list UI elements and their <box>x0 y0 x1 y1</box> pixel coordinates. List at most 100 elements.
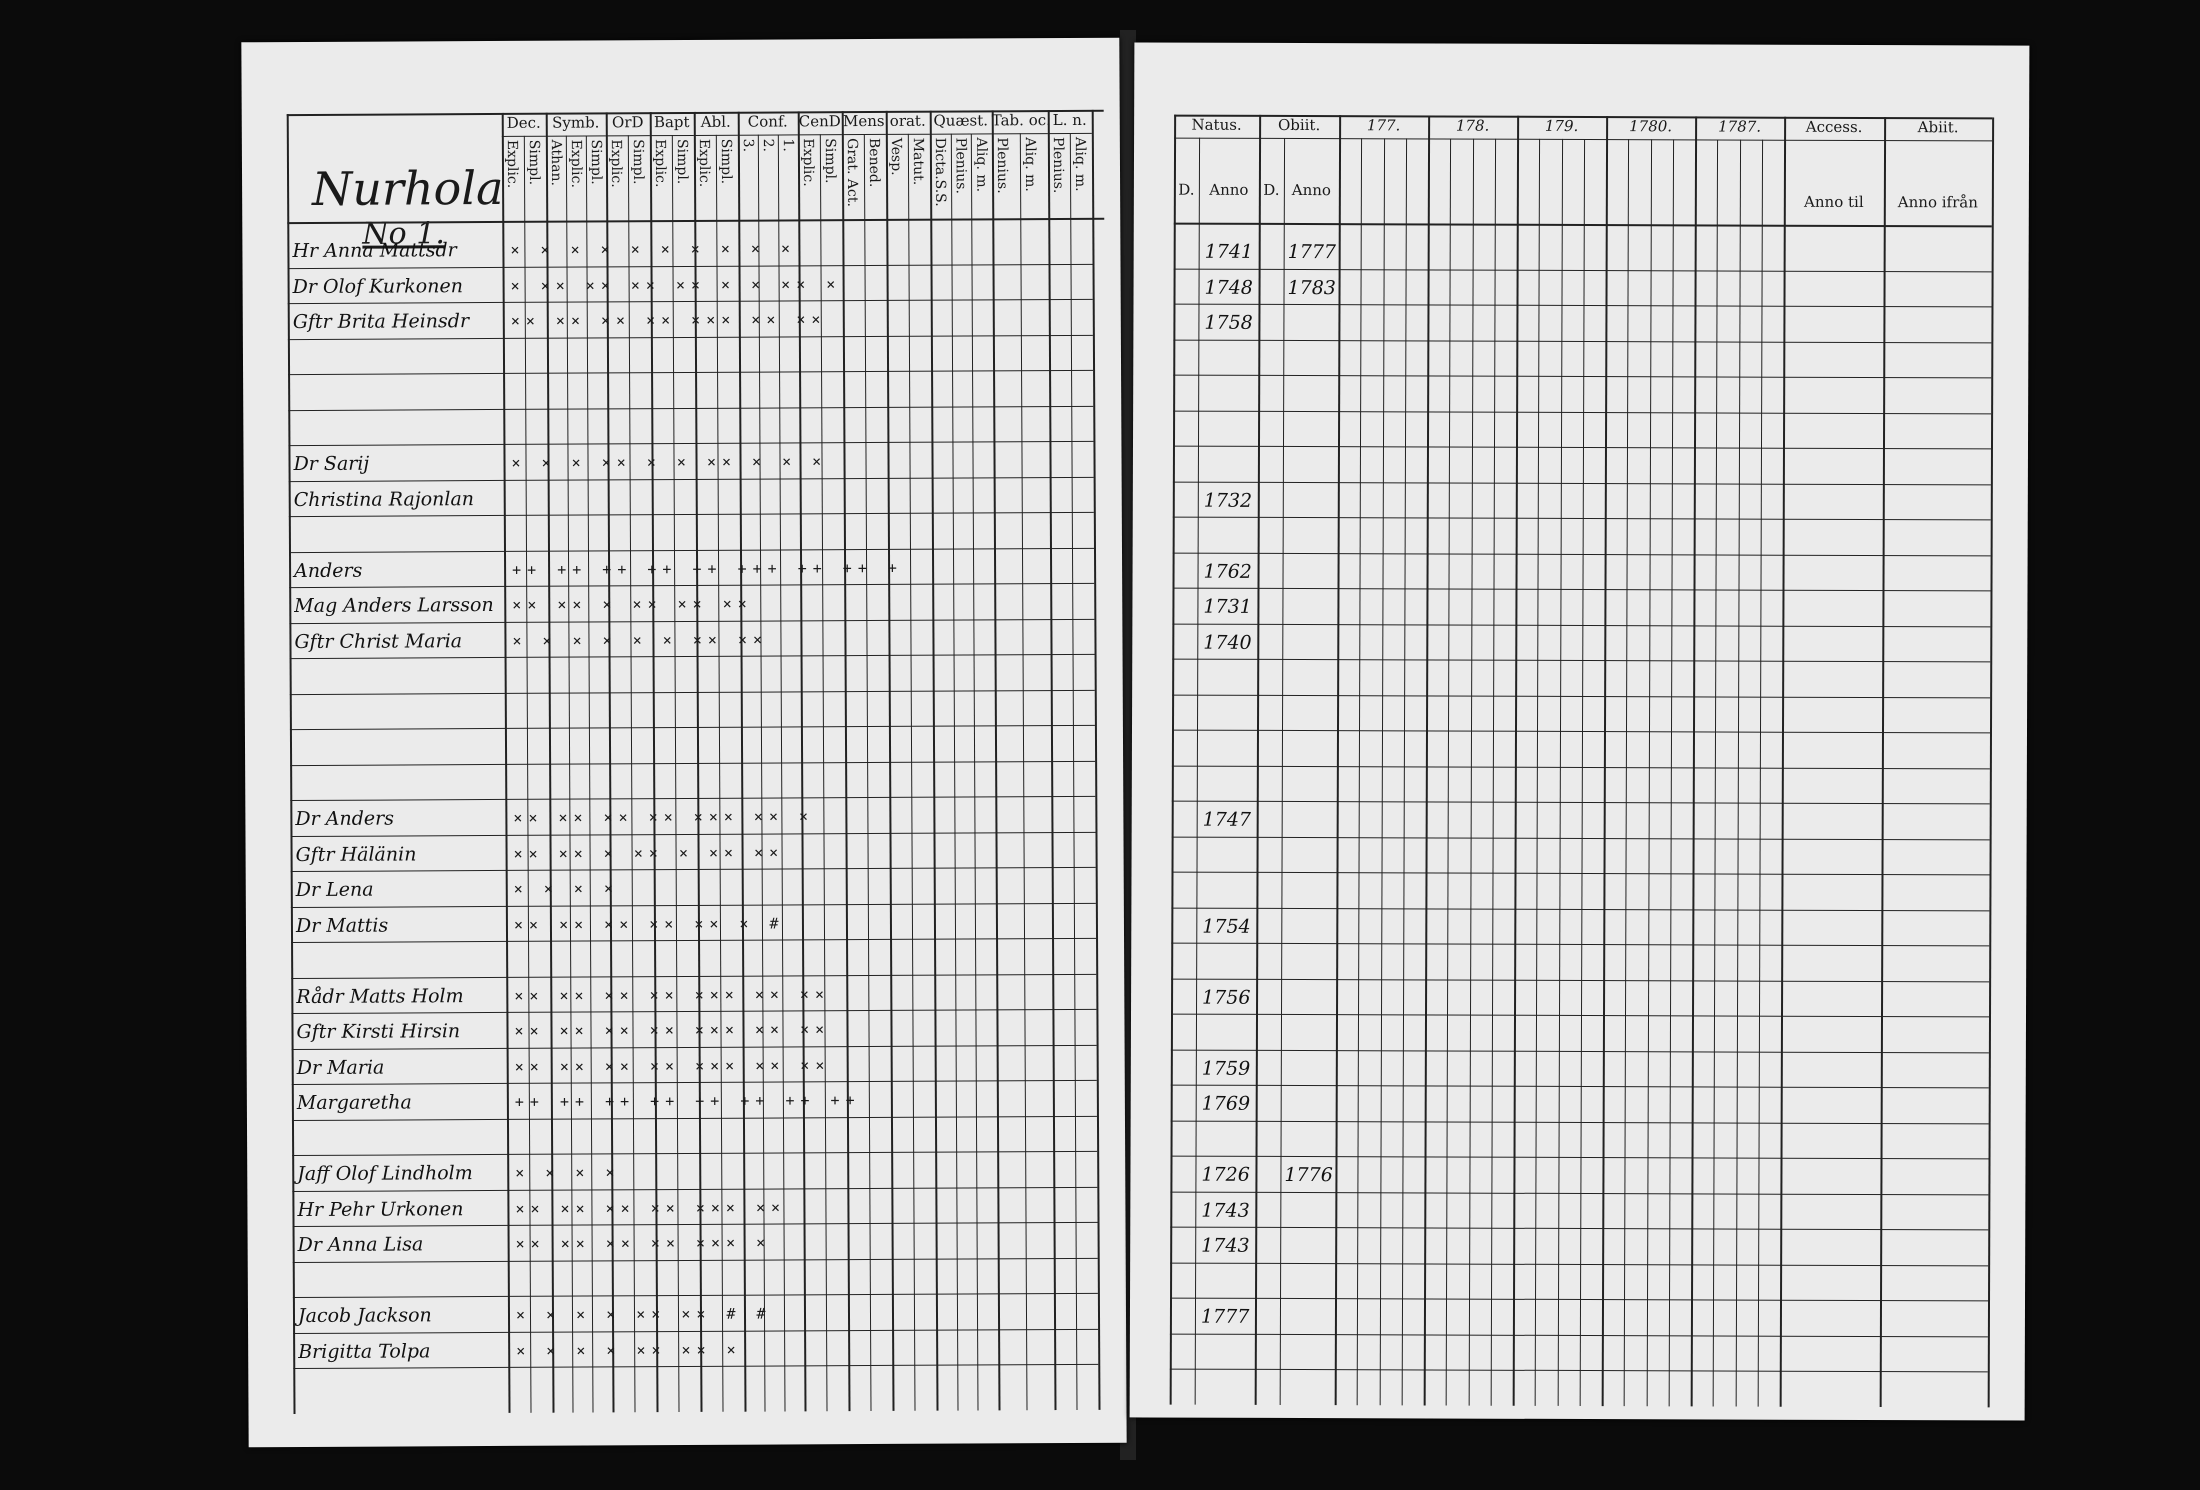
column-rule <box>1254 114 1262 1405</box>
year-header: 1780. <box>1629 117 1673 136</box>
subcolumn-header: Simpl. <box>673 138 691 185</box>
obiit-d-header: D. <box>1263 180 1280 199</box>
person-name: Hr Pehr Urkonen <box>297 1197 464 1221</box>
birth-year: 1731 <box>1203 595 1252 618</box>
accession-sub-header: Anno til <box>1804 192 1864 211</box>
year-header: 179. <box>1544 116 1579 135</box>
column-rule <box>1423 115 1431 1406</box>
column-rule <box>1690 116 1698 1407</box>
subcolumn-rule <box>1735 139 1741 1407</box>
natus-header: Natus. <box>1191 115 1242 134</box>
subcolumn-rule <box>1401 138 1407 1406</box>
birth-year: 1741 <box>1204 240 1254 263</box>
knowledge-marks: ×× ×× ×× ×× ××× ×× ×× <box>514 1020 831 1040</box>
person-name: Dr Maria <box>296 1056 385 1079</box>
person-name: Jaff Olof Lindholm <box>297 1162 473 1186</box>
column-header: Quæst. <box>933 111 989 130</box>
subheader-rule <box>929 133 992 135</box>
person-name: Gftr Kirsti Hirsin <box>296 1020 461 1044</box>
subcolumn-header: Simpl. <box>629 139 647 185</box>
person-name: Rådr Matts Holm <box>296 984 464 1008</box>
departure-header: Abiit. <box>1917 118 1959 137</box>
column-header: Mens <box>842 111 885 131</box>
knowledge-marks: ×× ×× ×× ×× ××× ×× × <box>513 807 815 827</box>
knowledge-marks: ++ ++ ++ ++ ++ ++ ++ ++ <box>514 1091 861 1111</box>
knowledge-marks: ×× ×× × ×× × ×× ×× <box>513 842 785 863</box>
knowledge-marks: × ×× ×× ×× ×× × × ×× × <box>510 274 842 295</box>
birth-year: 1777 <box>1200 1305 1250 1328</box>
subcolumn-header: Grat. Act. <box>843 138 861 207</box>
subcolumn-header: Vesp. <box>887 137 905 176</box>
subcolumn-header: Aliq. m. <box>1071 136 1089 192</box>
person-name: Dr Lena <box>295 878 374 902</box>
column-header: Abl. <box>700 112 731 131</box>
birth-year: 1754 <box>1202 915 1251 938</box>
subcolumn-header: Explic. <box>695 138 713 188</box>
subcolumn-header: 3. <box>739 138 756 153</box>
person-name: Dr Olof Kurkonen <box>292 274 463 298</box>
knowledge-marks: ++ ++ ++ ++ ++ +++ ++ ++ + <box>512 558 903 579</box>
subcolumn-header: Explic. <box>607 139 625 188</box>
subcolumn-rule <box>1757 139 1763 1407</box>
person-name: Dr Anders <box>295 807 395 831</box>
birth-year: 1758 <box>1204 311 1253 334</box>
person-name: Gftr Hälänin <box>295 842 417 866</box>
subcolumn-rule <box>1019 133 1028 1411</box>
knowledge-marks: × × × ×× × × ×× × × × <box>511 452 828 472</box>
birth-year: 1732 <box>1203 489 1253 512</box>
column-header: Bapt <box>653 112 690 132</box>
subcolumn-rule <box>1646 139 1652 1407</box>
subcolumn-rule <box>1468 138 1474 1406</box>
column-header: OrD <box>611 113 644 132</box>
subcolumn-rule <box>1379 138 1385 1406</box>
subcolumn-rule <box>1279 137 1286 1405</box>
subcolumn-rule <box>863 134 872 1412</box>
knowledge-marks: × × × × <box>513 879 620 898</box>
column-rule <box>1169 114 1177 1405</box>
column-rule <box>1512 115 1520 1406</box>
person-name: Gftr Brita Heinsdr <box>292 310 470 334</box>
death-year: 1777 <box>1287 240 1337 264</box>
subcolumn-rule <box>1356 138 1363 1406</box>
person-name: Jacob Jackson <box>297 1304 432 1328</box>
subcolumn-header: Simpl. <box>717 138 735 185</box>
birth-year: 1740 <box>1203 631 1252 654</box>
person-name: Dr Anna Lisa <box>297 1233 424 1257</box>
person-name: Margaretha <box>296 1091 412 1115</box>
accession-header: Access. <box>1805 117 1863 136</box>
subcolumn-header: Plenius. <box>1049 136 1067 194</box>
subcolumn-rule <box>1623 139 1630 1407</box>
subcolumn-rule <box>1490 138 1496 1406</box>
knowledge-marks: × × × × × × × × × × <box>510 239 797 259</box>
subcolumn-rule <box>1557 138 1563 1406</box>
column-header: orat. <box>889 111 926 130</box>
obiit-header: Obiit. <box>1277 115 1321 135</box>
person-name: Gftr Christ Maria <box>294 629 463 653</box>
birth-year: 1743 <box>1201 1234 1250 1257</box>
subcolumn-rule <box>1579 139 1585 1407</box>
subcolumn-header: 1. <box>779 138 796 152</box>
subcolumn-rule <box>1534 138 1541 1406</box>
knowledge-marks: ×× ×× × ×× ×× ×× <box>512 594 753 614</box>
parish-title: Nurhola <box>311 160 504 216</box>
subcolumn-header: Bened. <box>865 137 883 188</box>
subcolumn-rule <box>971 133 979 1411</box>
knowledge-marks: ×× ×× ×× ×× ××× × <box>515 1233 772 1253</box>
person-name: Mag Anders Larsson <box>294 593 494 618</box>
year-header: 178. <box>1455 116 1490 135</box>
birth-year: 1726 <box>1201 1163 1250 1186</box>
subcolumn-rule <box>1668 139 1674 1407</box>
subcolumn-header: Simpl. <box>821 138 839 184</box>
knowledge-marks: × × × × ×× ×× × <box>516 1340 742 1360</box>
subcolumn-rule <box>1712 139 1719 1407</box>
knowledge-marks: ×× ×× ×× ×× ××× ×× <box>515 1197 787 1218</box>
subcolumn-header: Plenius. <box>952 137 969 194</box>
birth-year: 1747 <box>1202 808 1252 831</box>
subcolumn-header: 2. <box>759 138 776 152</box>
column-rule <box>1334 115 1342 1406</box>
column-header: Dec. <box>506 113 541 132</box>
knowledge-marks: × × × × <box>515 1163 621 1182</box>
subcolumn-header: Simpl. <box>587 139 605 185</box>
column-rule <box>1601 116 1609 1407</box>
subcolumn-rule <box>950 133 959 1411</box>
